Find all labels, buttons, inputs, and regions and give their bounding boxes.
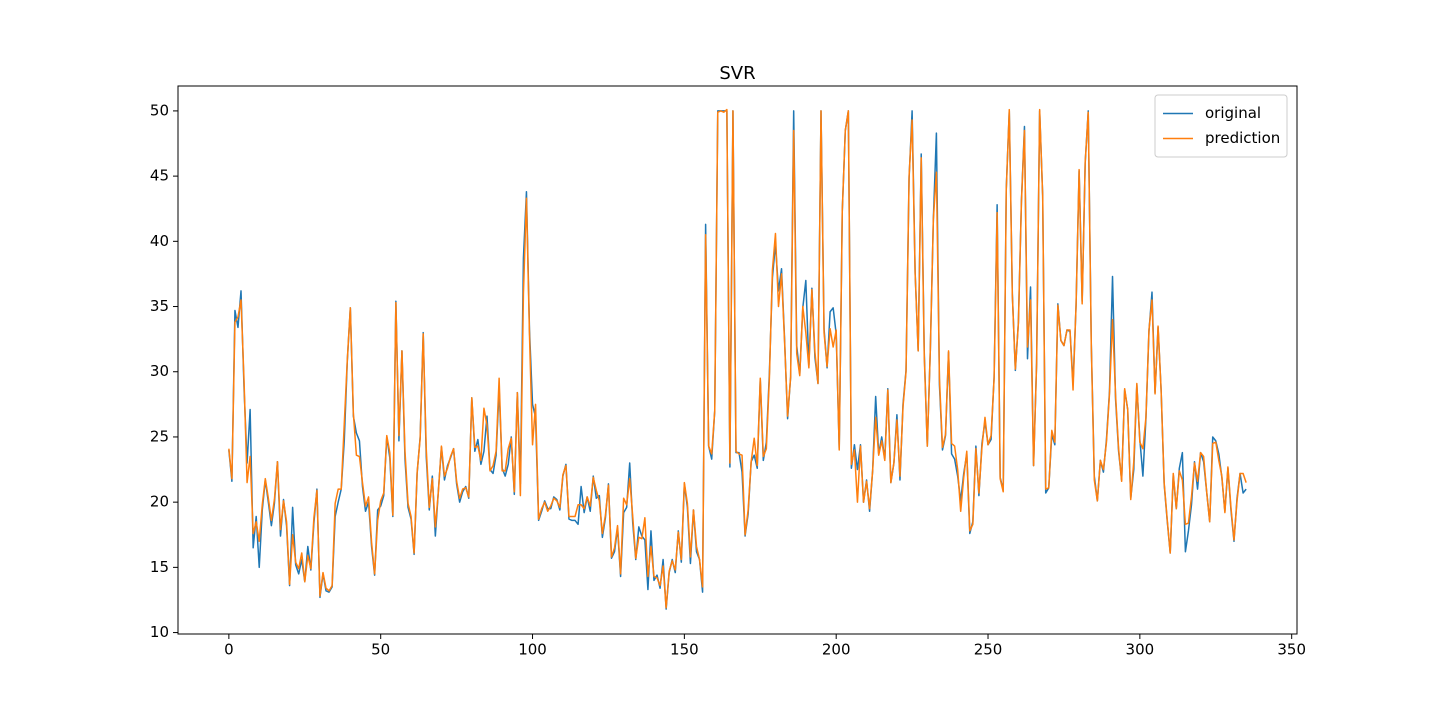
series-line — [228, 108, 1247, 609]
y-tick-label: 45 — [150, 167, 169, 185]
legend-label: prediction — [1205, 129, 1280, 147]
legend-box — [1154, 94, 1288, 158]
y-tick-label: 50 — [150, 101, 169, 119]
legend-label: original — [1205, 104, 1261, 122]
y-tick-label: 20 — [150, 493, 169, 511]
x-tick-label: 250 — [974, 641, 1003, 659]
x-tick-label: 150 — [670, 641, 699, 659]
y-tick-label: 30 — [150, 362, 169, 380]
y-tick-label: 10 — [150, 623, 169, 641]
legend: original prediction — [1154, 94, 1288, 158]
x-tick-label: 50 — [371, 641, 390, 659]
y-tick-label: 35 — [150, 297, 169, 315]
axes-frame — [177, 85, 1298, 635]
y-tick-label: 15 — [150, 558, 169, 576]
x-tick-label: 300 — [1126, 641, 1155, 659]
x-tick-label: 350 — [1277, 641, 1306, 659]
y-tick-label: 25 — [150, 427, 169, 445]
x-tick-label: 0 — [224, 641, 234, 659]
x-tick-label: 100 — [518, 641, 547, 659]
y-tick-label: 40 — [150, 232, 169, 250]
x-tick-label: 200 — [822, 641, 851, 659]
plot-area — [228, 108, 1247, 610]
chart-title: SVR — [719, 63, 755, 84]
